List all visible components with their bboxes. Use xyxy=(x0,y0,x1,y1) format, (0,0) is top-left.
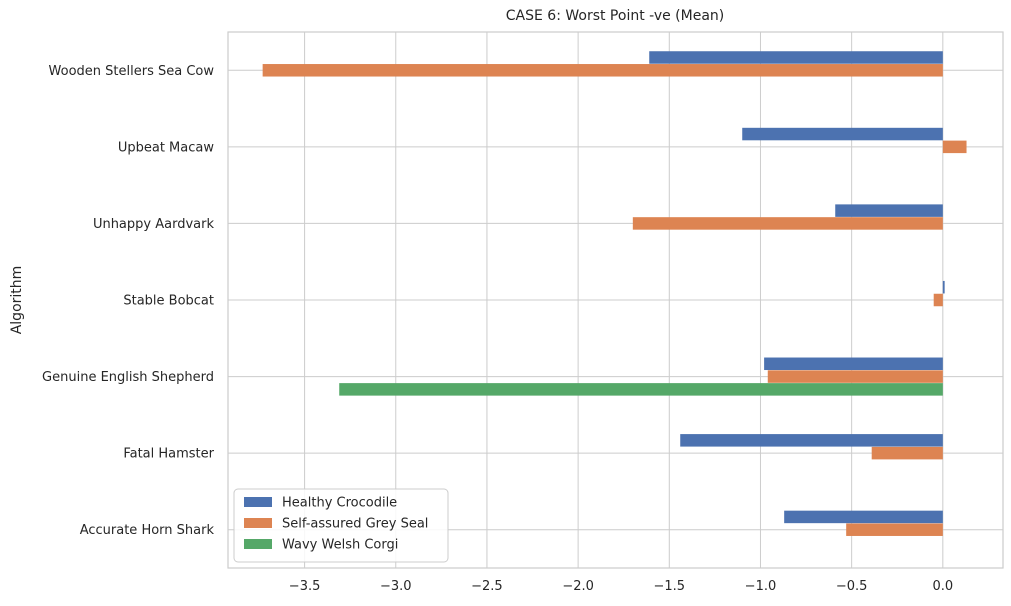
bar-healthy-crocodile xyxy=(764,357,943,371)
y-tick-label: Fatal Hamster xyxy=(123,447,214,462)
plot-frame xyxy=(227,31,1004,569)
legend-label: Self-assured Grey Seal xyxy=(282,517,428,532)
y-tick-label: Accurate Horn Shark xyxy=(80,523,215,538)
x-tick-label: −0.5 xyxy=(836,579,868,594)
chart-title: CASE 6: Worst Point -ve (Mean) xyxy=(506,8,725,24)
legend-swatch xyxy=(244,539,272,549)
legend-swatch xyxy=(244,497,272,507)
bar-self-assured-grey-seal xyxy=(767,370,943,383)
y-tick-label: Genuine English Shepherd xyxy=(42,370,214,385)
x-tick-label: −3.0 xyxy=(380,579,412,594)
plot-area: −3.5 −3.0 −2.5 −2.0 −1.5 −1.0 −0.5 0.0 Accurate … xyxy=(42,31,1004,594)
y-tick-label: Upbeat Macaw xyxy=(118,140,215,155)
y-tick-label: Wooden Stellers Sea Cow xyxy=(49,64,215,79)
bar-self-assured-grey-seal xyxy=(942,140,967,154)
y-axis-title: Algorithm xyxy=(9,266,25,335)
legend: Healthy Crocodile Self-assured Grey Seal W… xyxy=(233,488,449,563)
legend-label: Healthy Crocodile xyxy=(282,496,397,511)
x-tick-label: −1.5 xyxy=(654,579,686,594)
x-tick-label: −2.0 xyxy=(562,579,594,594)
y-tick-label: Unhappy Aardvark xyxy=(93,217,215,232)
x-tick-label: −1.0 xyxy=(745,579,777,594)
legend-box xyxy=(233,488,449,563)
bar-healthy-crocodile xyxy=(784,510,943,524)
bar-wavy-welsh-corgi xyxy=(339,383,943,396)
bar-self-assured-grey-seal xyxy=(632,217,943,230)
bar-self-assured-grey-seal xyxy=(933,293,943,307)
bar-healthy-crocodile xyxy=(942,280,945,294)
bar-healthy-crocodile xyxy=(649,51,943,64)
bar-healthy-crocodile xyxy=(835,204,943,217)
bar-self-assured-grey-seal xyxy=(846,523,943,536)
bar-healthy-crocodile xyxy=(742,127,943,141)
x-tick-label: −3.5 xyxy=(289,579,321,594)
y-tick-label: Stable Bobcat xyxy=(123,294,214,309)
x-tick-label: 0.0 xyxy=(932,579,953,594)
legend-swatch xyxy=(244,518,272,528)
legend-label: Wavy Welsh Corgi xyxy=(282,538,398,553)
bar-self-assured-grey-seal xyxy=(262,64,943,77)
x-tick-label: −2.5 xyxy=(471,579,503,594)
bar-self-assured-grey-seal xyxy=(871,446,943,460)
bar-healthy-crocodile xyxy=(680,434,943,447)
